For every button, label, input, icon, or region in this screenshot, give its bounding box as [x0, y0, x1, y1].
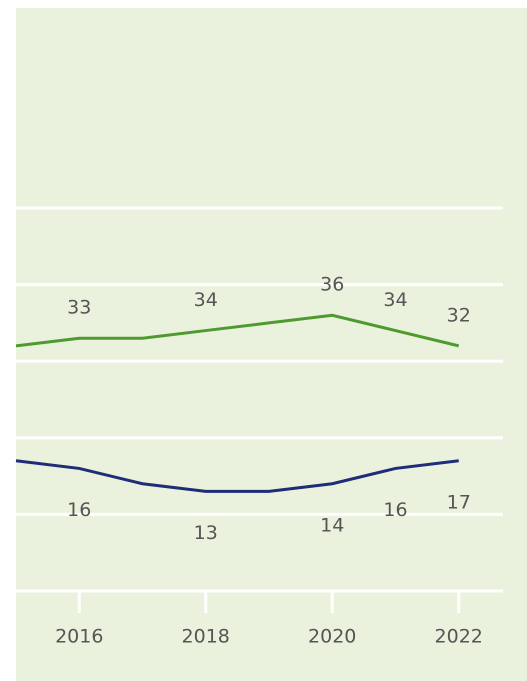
data-label: 16 — [67, 499, 91, 521]
data-label: 16 — [383, 499, 407, 521]
data-label: 13 — [194, 522, 218, 544]
x-tick-label: 2016 — [55, 626, 103, 648]
data-label: 32 — [447, 304, 471, 326]
series-line — [15, 459, 459, 493]
data-label: 36 — [320, 274, 344, 296]
data-label: 34 — [194, 289, 218, 311]
x-tick-label: 2022 — [435, 626, 483, 648]
data-label: 14 — [320, 514, 344, 536]
x-tick-label: 2020 — [308, 626, 356, 648]
data-label: 17 — [447, 491, 471, 513]
plot-background — [16, 8, 527, 681]
x-tick-label: 2018 — [182, 626, 230, 648]
data-label: 33 — [67, 297, 91, 319]
data-label: 34 — [383, 289, 407, 311]
series-line — [15, 313, 460, 348]
